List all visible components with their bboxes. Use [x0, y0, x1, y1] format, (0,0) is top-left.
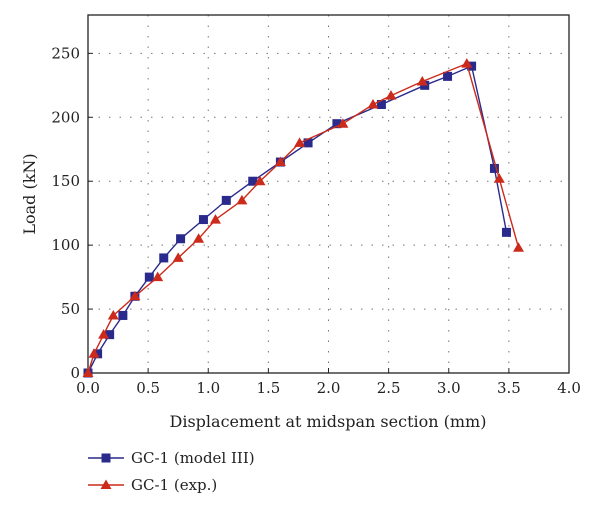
data-point — [376, 100, 386, 109]
y-axis-title: Load (kN) — [20, 153, 39, 234]
data-point — [443, 71, 453, 81]
data-point — [294, 137, 306, 147]
x-tick-label: 2.0 — [317, 379, 341, 397]
x-tick-label: 2.5 — [377, 379, 401, 397]
data-point — [337, 118, 349, 128]
data-point — [489, 163, 499, 173]
y-ticks: 0 50 100 150 200 250 — [51, 44, 93, 382]
data-point — [493, 173, 505, 183]
data-point — [152, 271, 164, 282]
y-tick-label: 0 — [70, 364, 80, 382]
x-tick-label: 3.5 — [497, 379, 521, 397]
grid — [88, 15, 569, 373]
data-point — [159, 253, 169, 263]
y-tick-label: 250 — [51, 44, 80, 62]
legend-marker-model — [101, 453, 111, 463]
data-point — [303, 138, 313, 148]
data-point — [221, 195, 231, 205]
x-tick-label: 0.5 — [136, 379, 160, 397]
data-point — [118, 310, 128, 320]
y-tick-label: 150 — [51, 172, 80, 190]
data-point — [98, 329, 110, 339]
data-point — [385, 90, 397, 100]
x-tick-label: 1.0 — [196, 379, 220, 397]
data-point — [248, 176, 258, 186]
data-point — [198, 215, 208, 225]
x-tick-label: 0.0 — [76, 379, 100, 397]
data-point — [144, 272, 154, 282]
data-point — [332, 119, 342, 129]
data-point — [236, 194, 248, 205]
data-point — [274, 156, 286, 166]
x-tick-label: 1.5 — [256, 379, 280, 397]
legend-entry-model: GC-1 (model III) — [88, 449, 255, 467]
legend-marker-exp — [100, 479, 112, 489]
data-point — [129, 290, 141, 301]
y-tick-label: 200 — [51, 108, 80, 126]
x-tick-label: 4.0 — [557, 379, 581, 397]
data-point — [105, 330, 115, 340]
data-point — [467, 61, 477, 71]
data-point — [107, 310, 119, 320]
series-exp — [82, 58, 524, 377]
data-point — [513, 242, 524, 252]
data-point — [176, 234, 186, 244]
series-layer — [82, 58, 524, 378]
series-line — [87, 62, 520, 374]
x-tick-label: 3.0 — [437, 379, 461, 397]
data-point — [172, 252, 184, 262]
legend-entry-exp: GC-1 (exp.) — [88, 476, 217, 494]
legend: GC-1 (model III) GC-1 (exp.) — [88, 449, 255, 494]
data-point — [82, 367, 94, 377]
data-point — [254, 175, 266, 186]
y-tick-label: 100 — [51, 236, 80, 254]
legend-label-exp: GC-1 (exp.) — [131, 476, 217, 494]
x-axis-title: Displacement at midspan section (mm) — [170, 412, 487, 431]
y-tick-label: 50 — [61, 300, 80, 318]
legend-label-model: GC-1 (model III) — [131, 449, 255, 467]
data-point — [367, 99, 379, 109]
data-point — [93, 349, 103, 359]
data-point — [193, 233, 205, 243]
data-point — [416, 76, 428, 86]
data-point — [210, 214, 221, 224]
x-ticks: 0.0 0.5 1.0 1.5 2.0 2.5 3.0 3.5 4.0 — [76, 368, 581, 397]
data-point — [88, 348, 100, 358]
data-point — [501, 227, 511, 237]
data-point — [461, 58, 473, 68]
